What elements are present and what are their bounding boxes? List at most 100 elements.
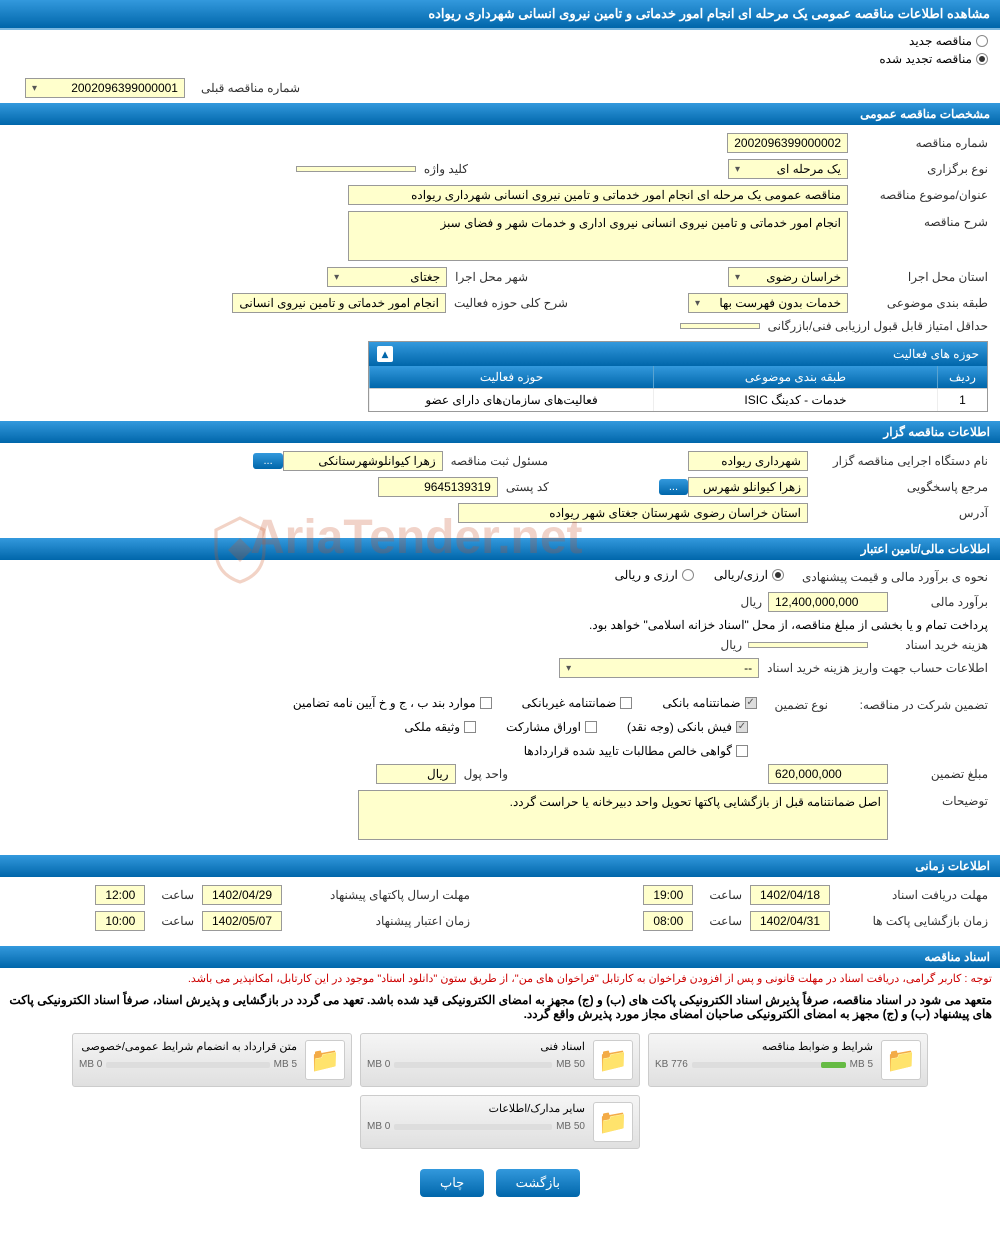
chevron-down-icon: ▾ bbox=[334, 272, 339, 283]
radio-both[interactable]: ارزی و ریالی bbox=[615, 568, 694, 582]
chevron-down-icon: ▾ bbox=[735, 164, 740, 175]
chevron-down-icon: ▾ bbox=[32, 83, 37, 94]
doc-title: سایر مدارک/اطلاعات bbox=[367, 1102, 585, 1115]
section-documents: اسناد مناقصه bbox=[0, 945, 1000, 968]
prev-tender-dropdown[interactable]: 2002096399000001 ▾ bbox=[25, 78, 185, 98]
currency-label: ریال bbox=[732, 595, 768, 609]
postal-label: کد پستی bbox=[498, 480, 549, 494]
back-button[interactable]: بازگشت bbox=[496, 1169, 580, 1197]
doc-card-other[interactable]: 📁 سایر مدارک/اطلاعات 50 MB 0 MB bbox=[360, 1095, 640, 1149]
documents-grid: 📁 شرایط و ضوابط مناقصه 5 MB 776 KB 📁 اسن… bbox=[0, 1025, 1000, 1157]
account-dropdown[interactable]: -- ▾ bbox=[559, 658, 759, 678]
page-title-bar: مشاهده اطلاعات مناقصه عمومی یک مرحله ای … bbox=[0, 0, 1000, 30]
cell-category: خدمات - کدینگ ISIC bbox=[653, 389, 937, 411]
doc-used: 0 MB bbox=[367, 1121, 390, 1132]
activity-header: حوزه های فعالیت ▴ bbox=[369, 342, 987, 366]
folder-icon: 📁 bbox=[593, 1102, 633, 1142]
amount-label: برآورد مالی bbox=[888, 595, 988, 609]
doc-total: 50 MB bbox=[556, 1059, 585, 1070]
desc-field: انجام امور خدماتی و تامین نیروی انسانی ن… bbox=[348, 211, 848, 261]
city-dropdown[interactable]: جغتای ▾ bbox=[327, 267, 447, 287]
section-financial: اطلاعات مالی/تامین اعتبار bbox=[0, 537, 1000, 560]
category-dropdown[interactable]: خدمات بدون فهرست بها ▾ bbox=[688, 293, 848, 313]
radio-icon bbox=[682, 569, 694, 581]
account-label: اطلاعات حساب جهت واریز هزینه خرید اسناد bbox=[759, 661, 988, 675]
chk-cert[interactable]: گواهی خالص مطالبات تایید شده قراردادها bbox=[524, 744, 748, 758]
folder-icon: 📁 bbox=[593, 1040, 633, 1080]
radio-icon bbox=[976, 35, 988, 47]
folder-icon: 📁 bbox=[881, 1040, 921, 1080]
unit-field: ریال bbox=[376, 764, 456, 784]
timing-content: مهلت دریافت اسناد 1402/04/18 ساعت 19:00 … bbox=[0, 877, 1000, 945]
province-dropdown[interactable]: خراسان رضوی ▾ bbox=[728, 267, 848, 287]
time-label: ساعت bbox=[153, 914, 194, 928]
prev-tender-label: شماره مناقصه قبلی bbox=[193, 81, 300, 95]
chk-bonds[interactable]: اوراق مشارکت bbox=[506, 720, 597, 734]
radio-icon bbox=[976, 53, 988, 65]
radio-icon bbox=[772, 569, 784, 581]
doc-title: متن قرارداد به انضمام شرایط عمومی/خصوصی bbox=[79, 1040, 297, 1053]
tender-type-group: مناقصه جدید مناقصه تجدید شده bbox=[0, 30, 1000, 74]
min-score-field[interactable] bbox=[680, 323, 760, 329]
keyword-field[interactable] bbox=[296, 166, 416, 172]
print-button[interactable]: چاپ bbox=[420, 1169, 484, 1197]
col-category: طبقه بندی موضوعی bbox=[653, 366, 937, 388]
doc-cost-currency: ریال bbox=[712, 638, 748, 652]
validity-label: زمان اعتبار پیشنهاد bbox=[290, 914, 470, 928]
radio-renewed-tender[interactable]: مناقصه تجدید شده bbox=[879, 52, 988, 66]
contact-label: مرجع پاسخگویی bbox=[808, 480, 988, 494]
submit-label: مهلت ارسال پاکتهای پیشنهاد bbox=[290, 888, 470, 902]
chk-bank[interactable]: ضمانتنامه بانکی bbox=[662, 696, 756, 710]
doc-progress bbox=[394, 1124, 552, 1130]
activity-table-head: ردیف طبقه بندی موضوعی حوزه فعالیت bbox=[369, 366, 987, 388]
doc-card-technical[interactable]: 📁 اسناد فنی 50 MB 0 MB bbox=[360, 1033, 640, 1087]
guarantee-amount-field: 620,000,000 bbox=[768, 764, 888, 784]
address-field: استان خراسان رضوی شهرستان جغتای شهر ریوا… bbox=[458, 503, 808, 523]
registrar-more-button[interactable]: ... bbox=[253, 453, 282, 469]
chevron-down-icon: ▾ bbox=[566, 663, 571, 674]
radio-renewed-label: مناقصه تجدید شده bbox=[879, 52, 972, 66]
cell-row: 1 bbox=[937, 389, 987, 411]
registrar-field: زهرا کیوانلوشهرستانکی bbox=[283, 451, 443, 471]
radio-new-tender[interactable]: مناقصه جدید bbox=[12, 34, 988, 48]
unit-label: واحد پول bbox=[456, 767, 508, 781]
amount-field: 12,400,000,000 bbox=[768, 592, 888, 612]
collapse-icon[interactable]: ▴ bbox=[377, 346, 393, 362]
doc-cost-field[interactable] bbox=[748, 642, 868, 648]
doc-progress bbox=[692, 1062, 846, 1068]
tender-num-field: 2002096399000002 bbox=[727, 133, 848, 153]
chevron-down-icon: ▾ bbox=[735, 272, 740, 283]
scope-label: شرح کلی حوزه فعالیت bbox=[446, 296, 568, 310]
activity-table: حوزه های فعالیت ▴ ردیف طبقه بندی موضوعی … bbox=[368, 341, 988, 412]
cell-scope: فعالیت‌های سازمان‌های دارای عضو bbox=[369, 389, 653, 411]
receive-label: مهلت دریافت اسناد bbox=[838, 888, 988, 902]
receive-time: 19:00 bbox=[643, 885, 693, 905]
time-label: ساعت bbox=[153, 888, 194, 902]
type-dropdown[interactable]: یک مرحله ای ▾ bbox=[728, 159, 848, 179]
payment-note: پرداخت تمام و یا بخشی از مبلغ مناقصه، از… bbox=[589, 618, 988, 632]
doc-total: 5 MB bbox=[274, 1059, 297, 1070]
guarantee-label: تضمین شرکت در مناقصه: bbox=[828, 698, 988, 712]
radio-rial[interactable]: ارزی/ریالی bbox=[714, 568, 784, 582]
doc-used: 0 MB bbox=[367, 1059, 390, 1070]
registrar-label: مسئول ثبت مناقصه bbox=[443, 454, 548, 468]
col-row: ردیف bbox=[937, 366, 987, 388]
doc-card-contract[interactable]: 📁 متن قرارداد به انضمام شرایط عمومی/خصوص… bbox=[72, 1033, 352, 1087]
title-field: مناقصه عمومی یک مرحله ای انجام امور خدما… bbox=[348, 185, 848, 205]
contact-field: زهرا کیوانلو شهرس bbox=[688, 477, 808, 497]
checkbox-icon bbox=[464, 721, 476, 733]
chk-nonbank[interactable]: ضمانتنامه غیربانکی bbox=[522, 696, 633, 710]
open-label: زمان بازگشایی پاکت ها bbox=[838, 914, 988, 928]
footer: بازگشت چاپ bbox=[0, 1157, 1000, 1209]
doc-used: 0 MB bbox=[79, 1059, 102, 1070]
doc-title: اسناد فنی bbox=[367, 1040, 585, 1053]
chk-cash[interactable]: فیش بانکی (وجه نقد) bbox=[627, 720, 748, 734]
radio-new-label: مناقصه جدید bbox=[909, 34, 972, 48]
checkbox-icon bbox=[736, 745, 748, 757]
chk-property[interactable]: وثیقه ملکی bbox=[404, 720, 476, 734]
contact-more-button[interactable]: ... bbox=[659, 479, 688, 495]
category-label: طبقه بندی موضوعی bbox=[848, 296, 988, 310]
open-time: 08:00 bbox=[643, 911, 693, 931]
chk-regulation[interactable]: موارد بند ب ، ج و خ آیین نامه تضامین bbox=[293, 696, 492, 710]
doc-card-conditions[interactable]: 📁 شرایط و ضوابط مناقصه 5 MB 776 KB bbox=[648, 1033, 928, 1087]
